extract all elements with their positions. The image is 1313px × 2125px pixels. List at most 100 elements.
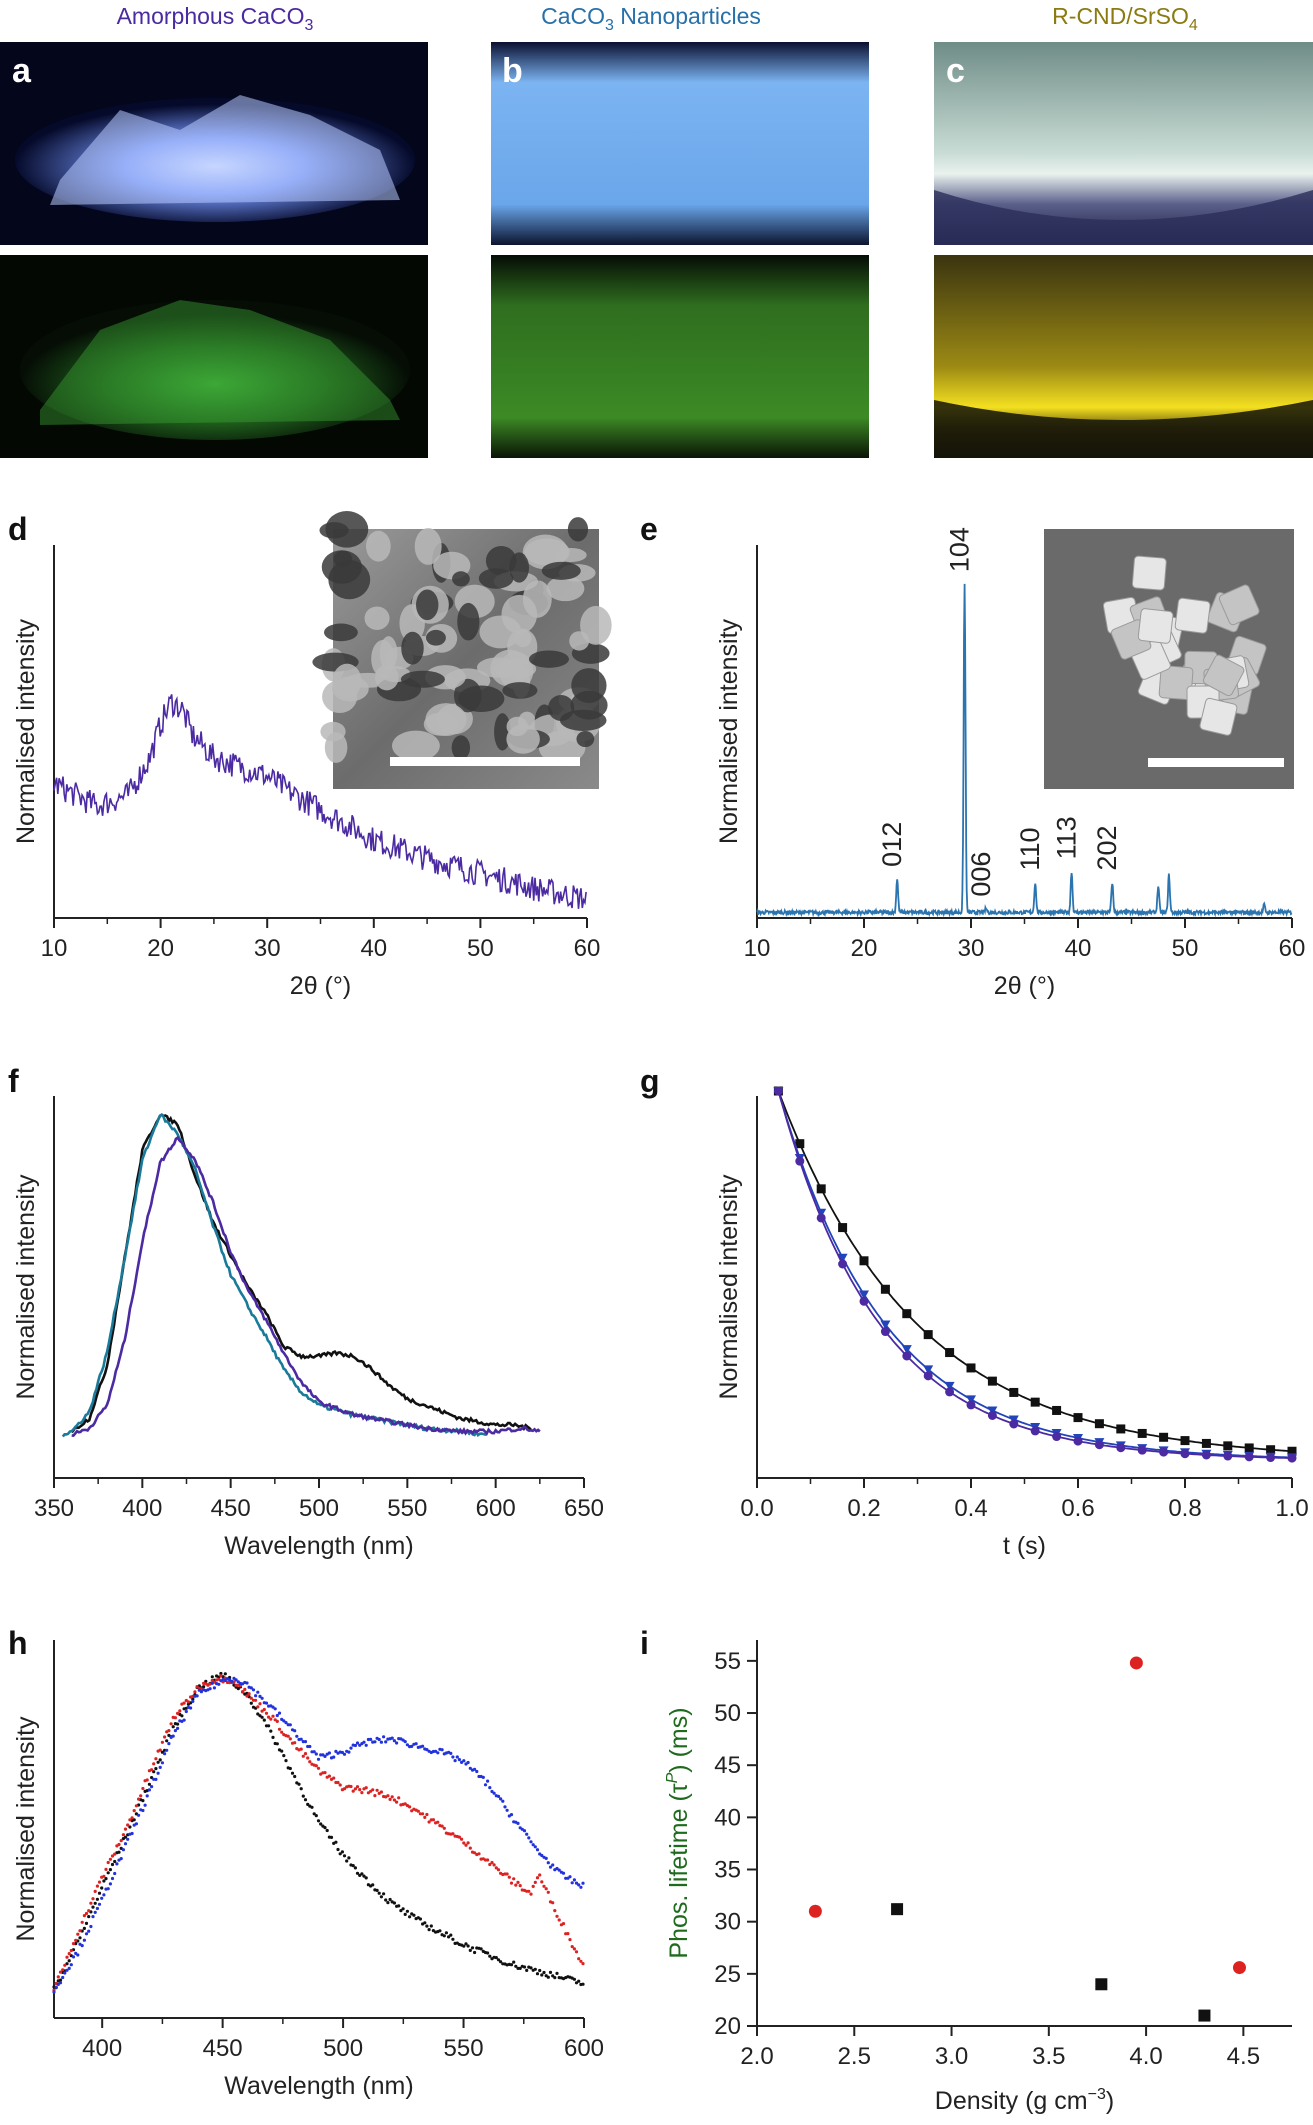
series-dot <box>581 1962 585 1966</box>
series-dot <box>163 1735 167 1739</box>
series-dot <box>269 1717 273 1721</box>
data-point <box>1159 1447 1169 1457</box>
series-dot <box>423 1921 427 1925</box>
sem-particle <box>548 694 575 721</box>
series-dot <box>89 1924 93 1929</box>
series-dot <box>468 1766 472 1770</box>
data-point <box>891 1903 904 1916</box>
series-dot <box>171 1734 175 1738</box>
series-dot <box>490 1860 494 1865</box>
series-dot <box>581 1982 585 1986</box>
series-dot <box>280 1730 284 1734</box>
series-dot <box>78 1936 82 1940</box>
series-dot <box>425 1812 429 1817</box>
series-dot <box>505 1808 509 1812</box>
series-dot <box>462 1841 466 1845</box>
series-dot <box>379 1895 383 1899</box>
x-axis-title: Wavelength (nm) <box>224 1532 413 1560</box>
series-dot <box>468 1846 472 1850</box>
series-dot <box>241 1690 245 1694</box>
series-dot <box>113 1852 117 1856</box>
series-dot <box>167 1742 171 1746</box>
series-dot <box>182 1718 186 1722</box>
series-dot <box>529 1892 533 1896</box>
series-dot <box>540 1973 544 1977</box>
series-dot <box>134 1822 138 1826</box>
series-dot <box>514 1883 518 1887</box>
series-dot <box>297 1782 301 1786</box>
series-dot <box>496 1868 501 1872</box>
series-line <box>53 694 587 909</box>
series-dot <box>412 1913 416 1917</box>
sem-particle <box>571 668 607 703</box>
series-dot <box>488 1862 492 1867</box>
panel-label-d: d <box>8 511 28 547</box>
series-dot <box>473 1851 477 1855</box>
series-dot <box>464 1942 468 1946</box>
series-dot <box>154 1777 158 1781</box>
series-dot <box>551 1863 555 1867</box>
x-tick-label: 3.5 <box>1032 2043 1065 2070</box>
series-dot <box>217 1682 221 1686</box>
series-dot <box>535 1848 540 1852</box>
series-dot <box>69 1963 73 1967</box>
data-point <box>923 1365 934 1375</box>
series-dot <box>494 1866 498 1870</box>
data-point <box>945 1348 955 1358</box>
series-dot <box>421 1744 425 1748</box>
panel-label-e: e <box>640 511 658 547</box>
series-dot <box>397 1904 401 1908</box>
series-dot <box>97 1880 102 1884</box>
series-dot <box>566 1932 570 1936</box>
series-dot <box>386 1901 390 1905</box>
series-dot <box>542 1884 546 1888</box>
series-dot <box>299 1747 303 1751</box>
series-dot <box>371 1788 375 1792</box>
series-dot <box>574 1950 579 1954</box>
series-dot <box>390 1736 394 1740</box>
y-tick-label: 40 <box>714 1804 741 1831</box>
series-dot <box>486 1779 490 1783</box>
series-dot <box>84 1932 89 1936</box>
series-dot <box>351 1864 355 1868</box>
x-axis-title: Density (g cm−3) <box>935 2086 1114 2115</box>
series-dot <box>277 1711 282 1715</box>
series-dot <box>267 1715 271 1719</box>
series-dot <box>176 1722 180 1726</box>
series-dot <box>145 1794 149 1798</box>
series-dot <box>84 1911 89 1916</box>
series-dot <box>249 1696 253 1700</box>
series-dot <box>384 1740 388 1744</box>
series-dot <box>436 1820 440 1824</box>
series-dot <box>377 1737 381 1742</box>
series-dot <box>106 1887 110 1891</box>
series-dot <box>223 1672 227 1676</box>
series-dot <box>282 1754 286 1758</box>
data-point <box>966 1400 976 1410</box>
series-dot <box>58 1981 63 1985</box>
data-point <box>1244 1443 1254 1453</box>
series-dot <box>514 1964 518 1968</box>
series-dot <box>286 1734 290 1738</box>
series-dot <box>295 1734 299 1738</box>
series-dot <box>303 1752 308 1756</box>
series-dot <box>132 1809 136 1813</box>
series-dot <box>110 1876 115 1881</box>
data-point <box>901 1345 912 1355</box>
series-dot <box>69 1948 73 1953</box>
series-dot <box>531 1843 535 1847</box>
series-dot <box>299 1787 303 1791</box>
series-dot <box>340 1850 344 1854</box>
series-dot <box>269 1729 273 1733</box>
series-dot <box>91 1897 95 1901</box>
series-dot <box>581 1881 585 1885</box>
x-tick-label: 1.0 <box>1275 1495 1308 1522</box>
series-dot <box>165 1748 169 1752</box>
series-dot <box>91 1905 95 1909</box>
series-dot <box>158 1748 162 1752</box>
series-dot <box>451 1832 455 1836</box>
sem-particle <box>541 561 581 580</box>
y-axis-title: Normalised intensity <box>12 618 40 844</box>
sem-particle <box>425 629 446 646</box>
series-dot <box>442 1934 446 1938</box>
